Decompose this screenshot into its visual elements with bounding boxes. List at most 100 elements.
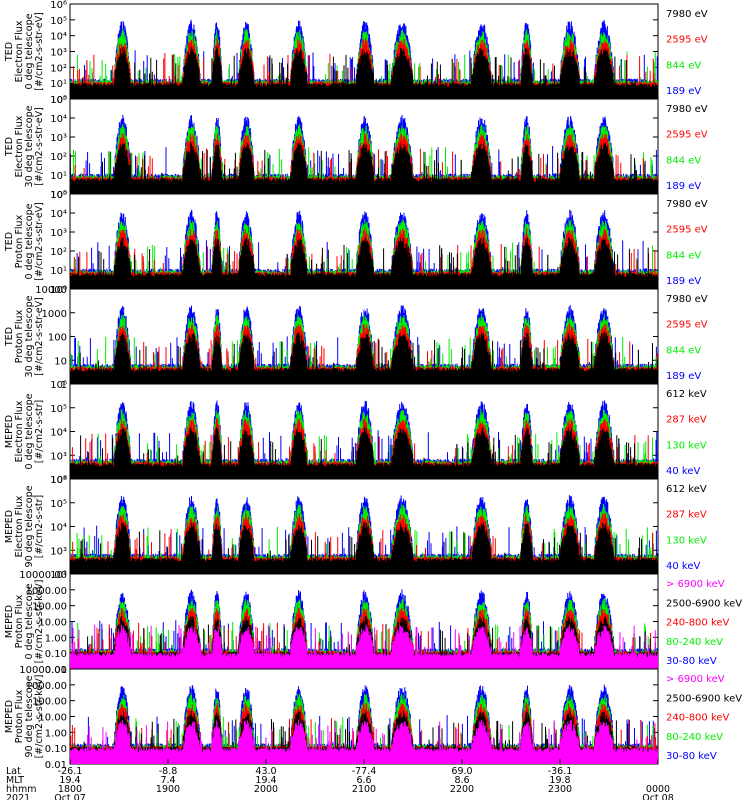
panel-meped-electron-0: 10² 10³ 10⁴ 10⁵ 10⁶ MEPED Electron Flux 0 deg t…: [4, 380, 707, 486]
legend-entry: 612 keV: [666, 484, 707, 495]
panel-meped-proton-90: 0.01 0.10 1.00 10.00 100.00 1000.00 10000.00 ME…: [4, 665, 742, 771]
y-tick-label: 10⁵: [50, 404, 67, 415]
legend-entry: > 6900 keV: [666, 579, 725, 590]
series-trace: [70, 236, 658, 289]
x-tick-label: 2200: [450, 784, 474, 795]
y-tick-label: 10.00: [38, 618, 67, 629]
y-axis-label: MEPED: [4, 415, 15, 448]
legend-entry: 287 keV: [666, 510, 707, 521]
x-tick-label: -8.8: [159, 766, 178, 777]
legend-entry: 7980 eV: [666, 199, 708, 210]
y-tick-label: 10000.00: [19, 570, 67, 581]
y-axis-label: 90 deg telescope: [24, 485, 35, 567]
series-trace: [70, 331, 658, 384]
y-tick-label: 10²: [50, 247, 67, 258]
x-tick-label: 2300: [548, 784, 572, 795]
y-tick-label: 10000.00: [19, 665, 67, 676]
series-trace: [70, 427, 658, 479]
series-trace: [70, 46, 658, 99]
y-tick-label: 1000.00: [26, 586, 67, 597]
legend-entry: 189 eV: [666, 86, 701, 97]
panel-ted-electron-0: 10⁰ 10¹ 10² 10³ 10⁴ 10⁵ 10⁶ TED Electron Flux 0 d…: [4, 0, 708, 106]
panel-ted-proton-0: 10⁰ 10¹ 10² 10³ 10⁴ 10⁵ TED Proton Flux 0 deg te…: [4, 190, 708, 296]
y-tick-label: 10⁶: [50, 475, 67, 486]
y-axis-label: [#/cm2-s-str-keV]: [34, 580, 45, 664]
y-tick-label: 0.01: [45, 665, 67, 676]
y-tick-label: 10³: [50, 228, 67, 239]
legend-entry: 80-240 keV: [666, 732, 723, 743]
legend-entry: 189 eV: [666, 276, 701, 287]
y-axis-label: 0 deg telescope: [24, 393, 35, 469]
y-tick-label: 10²: [50, 570, 67, 581]
legend-entry: 2500-6900 keV: [666, 693, 742, 704]
legend-entry: 130 keV: [666, 440, 707, 451]
y-axis-label: 90 deg telescope: [24, 675, 35, 757]
y-axis-label: [#/cm2-s-str-eV]: [34, 297, 45, 376]
legend-entry: 844 eV: [666, 60, 701, 71]
x-row-label: 2021: [6, 793, 30, 800]
y-tick-label: 10³: [50, 133, 67, 144]
y-tick-label: 0.10: [45, 744, 67, 755]
legend-entry: 7980 eV: [666, 9, 708, 20]
y-axis-label: 0 deg telescope: [24, 583, 35, 659]
legend-entry: 844 eV: [666, 250, 701, 261]
y-tick-label: 10²: [50, 63, 67, 74]
legend-entry: 2595 eV: [666, 130, 708, 141]
y-tick-label: 10⁰: [50, 285, 67, 296]
y-tick-label: 10⁵: [50, 95, 67, 106]
x-tick-label: Oct 07: [54, 793, 86, 800]
y-tick-label: 10⁵: [50, 190, 67, 201]
x-tick-label: 19.4: [255, 775, 276, 786]
y-axis-label: Electron Flux: [14, 20, 25, 82]
y-tick-label: 10¹: [50, 79, 67, 90]
y-tick-label: 0.01: [45, 760, 67, 771]
y-axis-label: [#/cm2-s-str-keV]: [34, 675, 45, 759]
x-tick-label: 1900: [156, 784, 180, 795]
y-tick-label: 10⁰: [50, 95, 67, 106]
x-tick-label: 2100: [352, 784, 376, 795]
y-tick-label: 10⁰: [50, 190, 67, 201]
y-axis-label: 30 deg telescope: [24, 105, 35, 187]
y-axis-label: Electron Flux: [14, 400, 25, 462]
x-tick-label: 43.0: [255, 766, 276, 777]
series-trace: [70, 522, 658, 574]
y-tick-label: 100: [48, 333, 67, 344]
legend-entry: 240-800 keV: [666, 618, 730, 629]
y-axis-label: 0 deg telescope: [24, 203, 35, 279]
x-tick-label: 6.6: [356, 775, 371, 786]
y-tick-label: 10⁴: [50, 209, 67, 220]
x-tick-label: -26.1: [58, 766, 83, 777]
y-axis-label: MEPED: [4, 510, 15, 543]
legend-entry: 40 keV: [666, 466, 700, 477]
legend-entry: 7980 eV: [666, 104, 708, 115]
y-tick-label: 1000.00: [26, 681, 67, 692]
y-tick-label: 10⁴: [50, 523, 67, 534]
y-tick-label: 1: [61, 380, 67, 391]
series-trace: [70, 142, 658, 194]
legend-entry: 844 eV: [666, 345, 701, 356]
y-axis-label: 30 deg telescope: [24, 295, 35, 377]
legend-entry: 30-80 keV: [666, 656, 717, 667]
x-tick-label: 7.4: [160, 775, 175, 786]
y-tick-label: 1.00: [45, 633, 67, 644]
y-axis-label: TED: [4, 137, 15, 157]
y-axis-label: [#/cm2-s-str-eV]: [34, 202, 45, 281]
x-tick-label: 1800: [58, 784, 82, 795]
y-tick-label: 1000: [42, 309, 67, 320]
x-tick-label: 19.4: [59, 775, 80, 786]
legend-entry: 612 keV: [666, 389, 707, 400]
x-row-label: MLT: [6, 775, 24, 786]
x-row-label: hhmm: [6, 784, 37, 795]
y-tick-label: 10³: [50, 546, 67, 557]
y-axis-label: Electron Flux: [14, 115, 25, 177]
y-axis-label: 0 deg telescope: [24, 13, 35, 89]
y-tick-label: 10¹: [50, 171, 67, 182]
y-tick-label: 10⁶: [50, 380, 67, 391]
panel-ted-electron-30: 10⁰ 10¹ 10² 10³ 10⁴ 10⁵ TED Electron Flux 30 deg…: [4, 95, 708, 201]
y-axis-label: Proton Flux: [14, 594, 25, 648]
legend-entry: 30-80 keV: [666, 751, 717, 762]
y-tick-label: 10⁴: [50, 428, 67, 439]
x-row-label: Lat: [6, 766, 21, 777]
y-axis-label: TED: [4, 232, 15, 252]
